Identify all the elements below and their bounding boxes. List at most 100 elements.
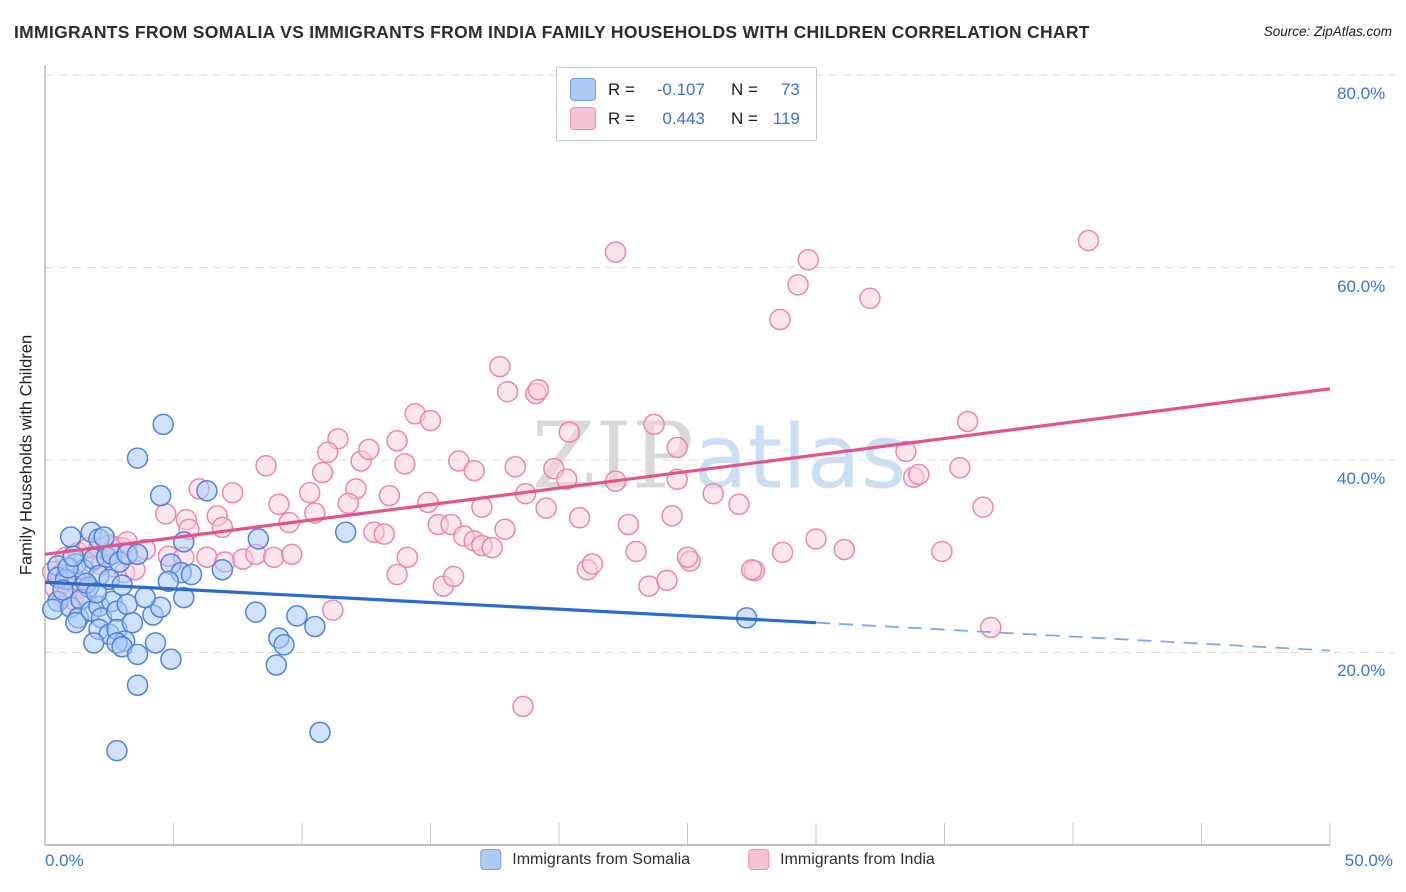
y-tick-80: 80.0%: [1337, 84, 1386, 103]
somalia-r-label: R =: [608, 79, 635, 99]
scatter-point-india: [956, 410, 979, 433]
scatter-point-india: [617, 513, 640, 536]
scatter-point-india: [394, 453, 416, 475]
legend-item-somalia: Immigrants from Somalia: [480, 849, 690, 870]
y-axis-title: Family Households with Children: [17, 334, 36, 576]
india-r-value: 0.443: [662, 108, 705, 128]
scatter-point-somalia: [273, 634, 295, 656]
scatter-point-india: [676, 546, 699, 568]
scatter-point-india: [787, 274, 809, 296]
scatter-point-india: [805, 528, 827, 550]
scatter-point-india: [463, 459, 485, 482]
somalia-n-value: 73: [780, 79, 800, 99]
scatter-point-india: [656, 569, 678, 592]
scatter-point-india: [417, 491, 439, 514]
scatter-point-india: [268, 493, 290, 516]
scatter-point-somalia: [85, 582, 108, 604]
somalia-trend-line: [44, 580, 817, 625]
y-tick-60: 60.0%: [1337, 277, 1386, 296]
x-tick-min: 0.0%: [45, 851, 84, 870]
scatter-point-india: [221, 481, 244, 504]
scatter-point-india: [581, 553, 604, 575]
scatter-point-india: [741, 558, 763, 581]
somalia-legend-swatch-icon: [480, 849, 502, 870]
scatter-point-india: [859, 287, 881, 310]
scatter-point-somalia: [265, 654, 288, 676]
scatter-point-india: [728, 493, 750, 516]
scatter-point-india: [512, 695, 534, 718]
scatter-point-somalia: [180, 563, 203, 586]
scatter-point-india: [625, 540, 647, 563]
scatter-point-india: [298, 481, 321, 504]
scatter-point-india: [949, 456, 971, 479]
scatter-point-somalia: [106, 739, 128, 762]
scatter-point-somalia: [286, 605, 308, 627]
scatter-point-india: [489, 355, 511, 378]
scatter-point-india: [535, 497, 557, 519]
scatter-point-india: [373, 523, 395, 545]
scatter-point-somalia: [134, 586, 156, 609]
scatter-point-somalia: [65, 611, 87, 634]
scatter-point-somalia: [334, 521, 357, 543]
scatter-point-india: [908, 463, 930, 486]
scatter-point-somalia: [247, 528, 270, 550]
scatter-point-india: [769, 308, 791, 331]
somalia-legend-label: Immigrants from Somalia: [512, 850, 691, 868]
scatter-point-somalia: [196, 480, 218, 502]
scatter-point-somalia: [93, 526, 115, 548]
scatter-point-somalia: [211, 558, 234, 581]
page-title: IMMIGRANTS FROM SOMALIA VS IMMIGRANTS FR…: [14, 22, 1090, 42]
somalia-trend-line-extrapolated: [815, 621, 1331, 652]
scatter-point-somalia: [149, 484, 172, 507]
scatter-point-somalia: [144, 632, 167, 654]
scatter-point-somalia: [126, 674, 149, 696]
scatter-point-india: [496, 380, 519, 403]
scatter-point-india: [527, 378, 550, 401]
scatter-point-somalia: [309, 721, 331, 744]
scatter-point-india: [558, 421, 581, 443]
scatter-point-india: [155, 503, 177, 525]
scatter-point-somalia: [244, 601, 267, 623]
scatter-point-india: [643, 413, 665, 436]
scatter-point-india: [316, 441, 339, 464]
scatter-point-india: [442, 565, 465, 588]
scatter-point-somalia: [304, 615, 326, 638]
scatter-point-india: [661, 505, 683, 527]
scatter-point-india: [895, 440, 917, 463]
scatter-point-india: [1077, 229, 1100, 252]
series-legend: Immigrants from Somalia Immigrants from …: [480, 849, 935, 870]
scatter-point-somalia: [59, 526, 82, 548]
scatter-point-india: [494, 518, 516, 541]
scatter-point-somalia: [41, 598, 64, 620]
scatter-point-india: [568, 507, 591, 529]
y-tick-20: 20.0%: [1337, 661, 1386, 680]
correlation-legend-box: R = -0.107 N = 73 R = 0.443 N = 119: [556, 67, 817, 141]
y-tick-40: 40.0%: [1337, 469, 1386, 488]
india-legend-swatch-icon: [748, 849, 770, 870]
scatter-point-india: [386, 563, 408, 586]
scatter-point-india: [980, 616, 1002, 639]
scatter-point-india: [638, 575, 660, 597]
scatter-point-india: [448, 450, 470, 472]
india-swatch-icon: [570, 107, 596, 130]
scatter-point-india: [311, 461, 334, 484]
scatter-point-india: [386, 430, 408, 452]
scatter-point-somalia: [173, 586, 195, 609]
scatter-point-somalia: [152, 413, 174, 436]
scatter-point-india: [378, 484, 401, 507]
scatter-point-india: [702, 482, 724, 505]
india-r-label: R =: [608, 108, 635, 128]
scatter-point-somalia: [126, 643, 149, 666]
scatter-point-somalia: [160, 648, 182, 670]
india-n-label: N =: [730, 108, 758, 128]
scatter-point-somalia: [121, 611, 144, 634]
india-trend-line: [44, 387, 1331, 556]
scatter-point-india: [666, 436, 688, 459]
scatter-point-india: [504, 455, 527, 478]
somalia-correlation-row: R = -0.107 N = 73: [570, 75, 800, 104]
source-attribution: Source: ZipAtlas.com: [1263, 24, 1392, 39]
scatter-point-india: [797, 249, 820, 271]
scatter-point-somalia: [157, 570, 180, 593]
